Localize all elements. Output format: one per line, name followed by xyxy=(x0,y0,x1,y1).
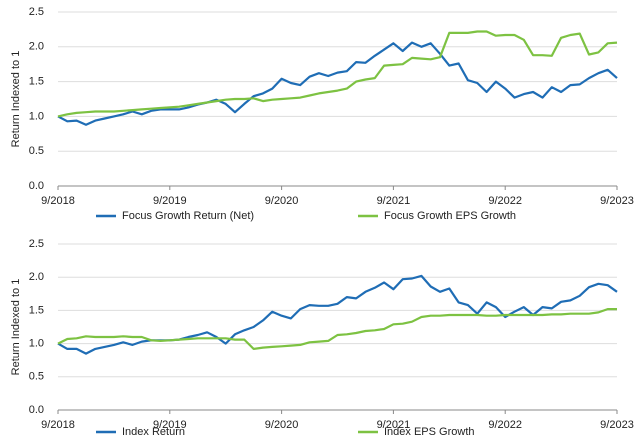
y-tick-label: 2.0 xyxy=(29,41,44,53)
y-tick-label: 0.5 xyxy=(29,371,44,383)
y-tick-label: 1.0 xyxy=(29,338,44,350)
series-line xyxy=(57,41,618,126)
y-tick-label: 1.5 xyxy=(29,76,44,88)
y-axis-label: Return Indexed to 1 xyxy=(10,279,22,376)
legend-label: Index EPS Growth xyxy=(384,426,475,438)
x-tick-label: 9/2022 xyxy=(488,195,522,207)
y-axis-label: Return Indexed to 1 xyxy=(10,51,22,148)
y-tick-label: 0.0 xyxy=(29,404,44,416)
x-tick-label: 9/2020 xyxy=(265,419,299,431)
legend-label: Focus Growth Return (Net) xyxy=(122,210,254,222)
series-line xyxy=(57,30,618,118)
y-tick-label: 2.0 xyxy=(29,271,44,283)
y-tick-label: 0.5 xyxy=(29,145,44,157)
y-tick-label: 1.0 xyxy=(29,110,44,122)
y-tick-label: 2.5 xyxy=(29,238,44,250)
x-tick-label: 9/2018 xyxy=(41,195,75,207)
x-tick-label: 9/2023 xyxy=(600,419,634,431)
x-tick-label: 9/2020 xyxy=(265,195,299,207)
x-tick-label: 9/2021 xyxy=(377,419,411,431)
y-tick-label: 0.0 xyxy=(29,180,44,192)
x-tick-label: 9/2023 xyxy=(600,195,634,207)
y-tick-label: 2.5 xyxy=(29,6,44,18)
legend-label: Focus Growth EPS Growth xyxy=(384,210,516,222)
x-tick-label: 9/2019 xyxy=(153,195,187,207)
series-line xyxy=(57,308,617,350)
x-tick-label: 9/2018 xyxy=(41,419,75,431)
x-tick-label: 9/2019 xyxy=(153,419,187,431)
legend-label: Index Return xyxy=(122,426,185,438)
x-tick-label: 9/2022 xyxy=(488,419,522,431)
x-tick-label: 9/2021 xyxy=(377,195,411,207)
y-tick-label: 1.5 xyxy=(29,304,44,316)
